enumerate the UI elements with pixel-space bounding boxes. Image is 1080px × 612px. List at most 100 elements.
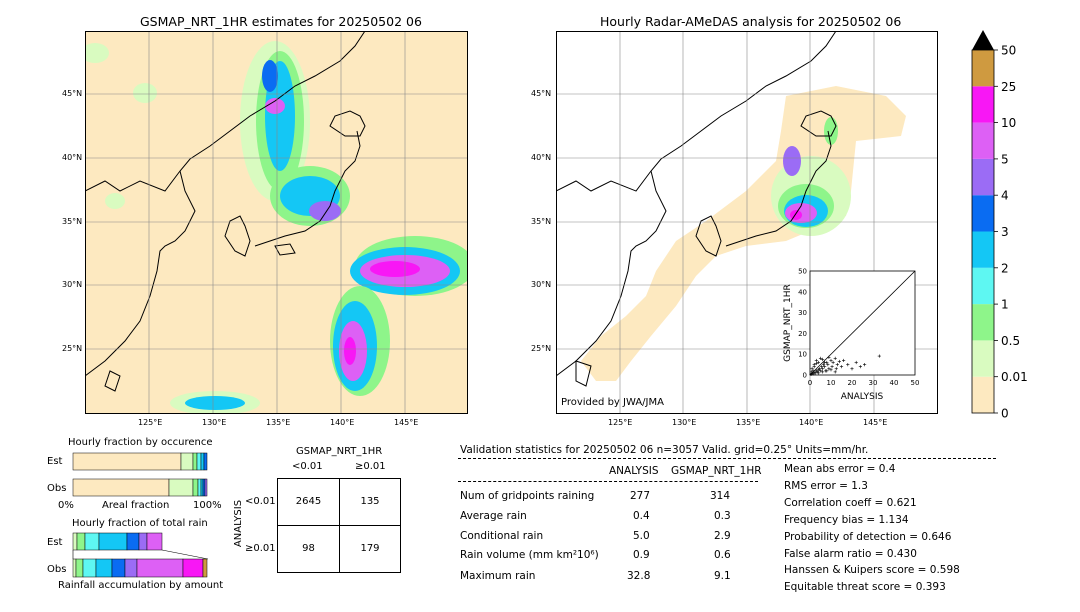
scatter-point: [829, 358, 833, 363]
colorbar-label: 1: [1001, 298, 1009, 312]
scatter-xtick-label: 30: [869, 379, 878, 387]
left-lon-140: 140°E: [330, 418, 355, 427]
colorbar-segment: [972, 122, 994, 159]
scatter-point: [834, 367, 838, 371]
scatter-ytick-label: 10: [798, 351, 807, 359]
scatter-point: [814, 358, 818, 363]
stat-analysis-gridpoints: 277: [630, 490, 651, 502]
occurrence-obs-label: Obs: [47, 483, 67, 494]
scatter-xlabel: ANALYSIS: [841, 392, 884, 402]
scatter-point: [877, 354, 881, 358]
scatter-ylabel: GSMAP_NRT_1HR: [783, 284, 793, 362]
colorbar-label: 0.01: [1001, 370, 1028, 384]
right-lon-140: 140°E: [799, 418, 824, 427]
contingency-col1: <0.01: [292, 461, 323, 472]
right-map-rain: [771, 117, 851, 236]
contingency-title: GSMAP_NRT_1HR: [296, 446, 383, 457]
left-lon-145: 145°E: [394, 418, 419, 427]
occurrence-axis-right: 100%: [193, 500, 222, 511]
colorbar-segment: [972, 267, 994, 305]
scatter-point: [850, 367, 854, 371]
right-lat-45: 45°N: [531, 89, 552, 98]
left-map-rain: [85, 41, 468, 414]
scatter-point: [863, 363, 867, 367]
colorbar-label: 25: [1001, 80, 1016, 94]
scatter-point: [829, 368, 833, 372]
scatter-plot: 00 10 10 20 20 30 30 40 40 50 50 ANALYSIS GSMAP_NR…: [783, 268, 919, 403]
total-rain-footer: Rainfall accumulation by amount: [58, 580, 224, 591]
scatter-point: [821, 370, 825, 374]
left-lat-30: 30°N: [62, 280, 83, 289]
left-map: [85, 31, 468, 414]
score-hk: Hanssen & Kuipers score = 0.598: [784, 564, 960, 576]
stat-gsmap-volume: 0.6: [714, 549, 731, 561]
contingency-cell-11: 2645: [295, 496, 322, 507]
contingency-cell-22: 179: [360, 543, 380, 554]
score-rmse: RMS error = 1.3: [784, 480, 868, 492]
scatter-point: [817, 367, 822, 371]
scatter-point: [810, 370, 814, 374]
total-rain-obs-label: Obs: [47, 564, 67, 575]
validation-header: Validation statistics for 20250502 06 n=…: [460, 444, 869, 456]
occurrence-est-label: Est: [47, 456, 63, 467]
colorbar-segment: [972, 376, 994, 413]
stat-label-maximum: Maximum rain: [460, 570, 536, 582]
stat-label-average: Average rain: [460, 510, 527, 522]
score-far: False alarm ratio = 0.430: [784, 548, 917, 560]
colorbar-label: 0: [1001, 407, 1009, 421]
occurrence-bars: [72, 452, 208, 497]
scatter-point: [825, 369, 829, 373]
contingency-cell-21: 98: [302, 543, 315, 554]
scatter-point: [833, 370, 837, 374]
scatter-ytick-label: 20: [798, 330, 807, 338]
stat-analysis-average: 0.4: [633, 510, 650, 522]
colorbar-label: 10: [1001, 116, 1016, 130]
total-rain-title: Hourly fraction of total rain: [72, 518, 208, 529]
scatter-point: [821, 357, 825, 361]
colorbar-segment: [972, 340, 994, 377]
contingency-grid: 2645 135 98 179: [277, 478, 401, 573]
scatter-ticks: 00 10 10 20 20 30 30 40 40 50 50: [798, 268, 919, 388]
validation-col-gsmap: GSMAP_NRT_1HR: [671, 465, 762, 477]
score-frequency-bias: Frequency bias = 1.134: [784, 514, 909, 526]
map-credit: Provided by JWA/JMA: [561, 397, 664, 408]
scatter-point: [823, 360, 827, 365]
scatter-xtick-label: 0: [808, 379, 812, 387]
scatter-point: [822, 363, 826, 367]
scatter-point: [816, 371, 820, 375]
scatter-point: [814, 361, 818, 366]
scatter-ytick-label: 30: [798, 309, 807, 317]
colorbar-segment: [972, 158, 994, 196]
score-ets: Equitable threat score = 0.393: [784, 581, 946, 593]
colorbar-segment: [972, 50, 994, 87]
contingency-hline: [278, 525, 400, 526]
contingency-row-axis: ANALYSIS: [233, 499, 245, 548]
left-map-title: GSMAP_NRT_1HR estimates for 20250502 06: [140, 14, 422, 29]
scatter-xtick-label: 20: [848, 379, 857, 387]
total-rain-est-label: Est: [47, 537, 63, 548]
score-correlation: Correlation coeff = 0.621: [784, 497, 917, 509]
score-pod: Probability of detection = 0.646: [784, 531, 952, 543]
colorbar-segment: [972, 304, 994, 341]
right-lat-25: 25°N: [531, 344, 552, 353]
left-map-coastline: [85, 31, 366, 392]
contingency-col2: ≥0.01: [355, 461, 386, 472]
right-lat-40: 40°N: [531, 153, 552, 162]
left-lat-45: 45°N: [62, 89, 83, 98]
scatter-point: [810, 367, 814, 371]
colorbar-extend-arrow: [972, 30, 994, 50]
right-lon-125: 125°E: [608, 418, 633, 427]
colorbar-label: 3: [1001, 225, 1009, 239]
left-lat-40: 40°N: [62, 153, 83, 162]
occurrence-axis-left: 0%: [58, 500, 74, 511]
scatter-point: [812, 365, 816, 369]
contingency-row2: ≥0.01: [245, 543, 276, 554]
scatter-point: [846, 363, 850, 367]
scatter-xtick-label: 40: [890, 379, 899, 387]
occurrence-axis-mid: Areal fraction: [102, 500, 170, 511]
colorbar: 0 0.01 0.5 1 2 3 4 5 10 25 50: [971, 30, 1028, 421]
occurrence-title: Hourly fraction by occurence: [68, 437, 213, 448]
scatter-point: [858, 365, 862, 369]
right-lon-135: 135°E: [736, 418, 761, 427]
scatter-point: [830, 365, 834, 369]
